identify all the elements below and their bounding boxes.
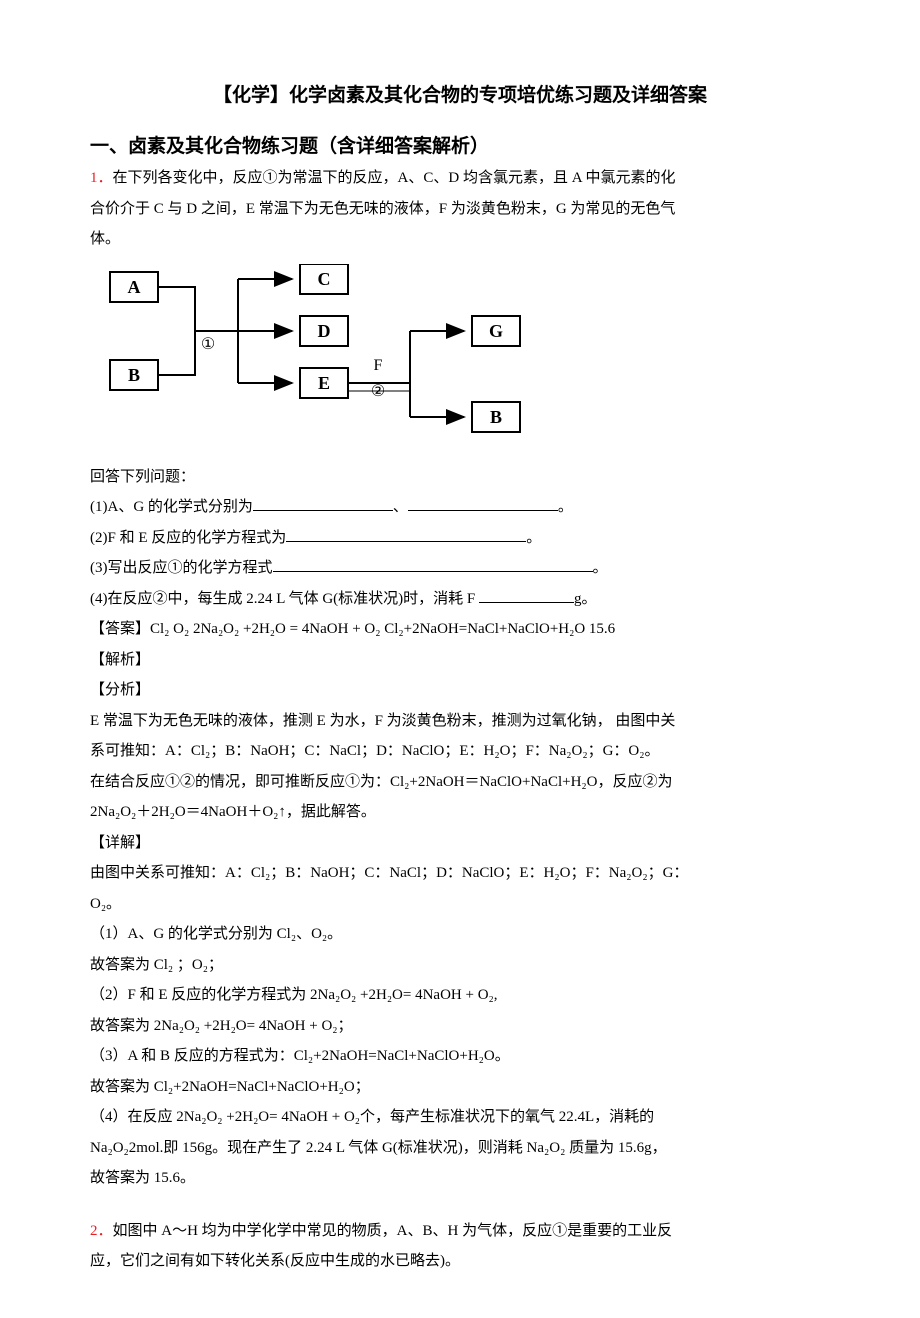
q1-d11: 故答案为 15.6。: [90, 1164, 830, 1193]
q1-after-diagram: 回答下列问题：: [90, 463, 830, 492]
q1-sub1-sep: 、: [393, 499, 408, 515]
q1-d3: （1）A、G 的化学式分别为 Cl₂、O₂。: [90, 920, 830, 949]
q1-sub2-label: (2)F 和 E 反应的化学方程式为: [90, 530, 286, 546]
q1-sub3-label: (3)写出反应①的化学方程式: [90, 560, 273, 576]
blank-1b: [408, 495, 558, 512]
q1-d8: 故答案为 Cl₂+2NaOH=NaCl+NaClO+H₂O；: [90, 1073, 830, 1102]
blank-2: [286, 525, 526, 542]
svg-text:G: G: [489, 321, 503, 341]
q1-d4: 故答案为 Cl₂ ；O₂；: [90, 951, 830, 980]
q1-stem-line1: 1．在下列各变化中，反应①为常温下的反应，A、C、D 均含氯元素，且 A 中氯元…: [90, 164, 830, 193]
q1-d6: 故答案为 2Na₂O₂ +2H₂O= 4NaOH + O₂；: [90, 1012, 830, 1041]
q1-sub3-end: 。: [593, 560, 608, 576]
q1-a4: 2Na₂O₂＋2H₂O＝4NaOH＋O₂↑，据此解答。: [90, 798, 830, 827]
q1-sub4: (4)在反应②中，每生成 2.24 L 气体 G(标准状况)时，消耗 F g。: [90, 585, 830, 614]
diagram-svg: A B C D E G B ① F ②: [90, 264, 540, 444]
svg-text:B: B: [490, 407, 502, 427]
svg-text:D: D: [318, 321, 331, 341]
blank-1a: [253, 495, 393, 512]
q1-jiexi: 【解析】: [90, 646, 830, 675]
svg-text:E: E: [318, 373, 330, 393]
q1-a2: 系可推知：A：Cl₂；B：NaOH；C：NaCl；D：NaClO；E：H₂O；F…: [90, 737, 830, 766]
q1-d1: 由图中关系可推知：A：Cl₂；B：NaOH；C：NaCl；D：NaClO；E：H…: [90, 859, 830, 888]
q1-d10: Na₂O₂2mol.即 156g。现在产生了 2.24 L 气体 G(标准状况)…: [90, 1134, 830, 1163]
svg-text:C: C: [318, 269, 331, 289]
spacer: [90, 1195, 830, 1217]
section-heading: 一、卤素及其化合物练习题（含详细答案解析）: [90, 131, 830, 158]
q2-stem-line1: 2．如图中 A～H 均为中学化学中常见的物质，A、B、H 为气体，反应①是重要的…: [90, 1217, 830, 1246]
q2-number: 2．: [90, 1223, 113, 1239]
q1-sub2-end: 。: [526, 530, 541, 546]
svg-text:F: F: [374, 357, 383, 374]
q1-sub3: (3)写出反应①的化学方程式 。: [90, 554, 830, 583]
q1-d2: O₂。: [90, 890, 830, 919]
q1-d9: （4）在反应 2Na₂O₂ +2H₂O= 4NaOH + O₂个，每产生标准状况…: [90, 1103, 830, 1132]
q1-number: 1．: [90, 170, 113, 186]
q1-xiangjie: 【详解】: [90, 829, 830, 858]
q1-stem1-text: 在下列各变化中，反应①为常温下的反应，A、C、D 均含氯元素，且 A 中氯元素的…: [113, 170, 676, 186]
q2-stem-line2: 应，它们之间有如下转化关系(反应中生成的水已略去)。: [90, 1247, 830, 1276]
q1-sub2: (2)F 和 E 反应的化学方程式为 。: [90, 524, 830, 553]
svg-text:B: B: [128, 365, 140, 385]
q1-sub1: (1)A、G 的化学式分别为 、 。: [90, 493, 830, 522]
reaction-diagram: A B C D E G B ① F ②: [90, 264, 830, 449]
q1-a3: 在结合反应①②的情况，即可推断反应①为：Cl₂+2NaOH＝NaClO+NaCl…: [90, 768, 830, 797]
q1-answer: 【答案】Cl₂ O₂ 2Na₂O₂ +2H₂O = 4NaOH + O₂ Cl₂…: [90, 615, 830, 644]
blank-4: [479, 586, 574, 603]
q1-sub4-a: (4)在反应②中，每生成 2.24 L 气体 G(标准状况)时，消耗 F: [90, 591, 479, 607]
q1-stem-line3: 体。: [90, 225, 830, 254]
q1-sub1-label: (1)A、G 的化学式分别为: [90, 499, 253, 515]
svg-text:②: ②: [371, 383, 385, 400]
svg-text:A: A: [128, 277, 141, 297]
q1-sub4-b: g。: [574, 591, 597, 607]
q1-d5: （2）F 和 E 反应的化学方程式为 2Na₂O₂ +2H₂O= 4NaOH +…: [90, 981, 830, 1010]
blank-3: [273, 556, 593, 573]
page-title: 【化学】化学卤素及其化合物的专项培优练习题及详细答案: [90, 80, 830, 107]
svg-text:①: ①: [201, 336, 215, 353]
q1-sub1-end: 。: [558, 499, 573, 515]
q1-fenxi: 【分析】: [90, 676, 830, 705]
q1-stem-line2: 合价介于 C 与 D 之间，E 常温下为无色无味的液体，F 为淡黄色粉末，G 为…: [90, 195, 830, 224]
q1-a1: E 常温下为无色无味的液体，推测 E 为水，F 为淡黄色粉末，推测为过氧化钠， …: [90, 707, 830, 736]
q1-d7: （3）A 和 B 反应的方程式为：Cl₂+2NaOH=NaCl+NaClO+H₂…: [90, 1042, 830, 1071]
q2-stem1-text: 如图中 A～H 均为中学化学中常见的物质，A、B、H 为气体，反应①是重要的工业…: [113, 1223, 673, 1239]
